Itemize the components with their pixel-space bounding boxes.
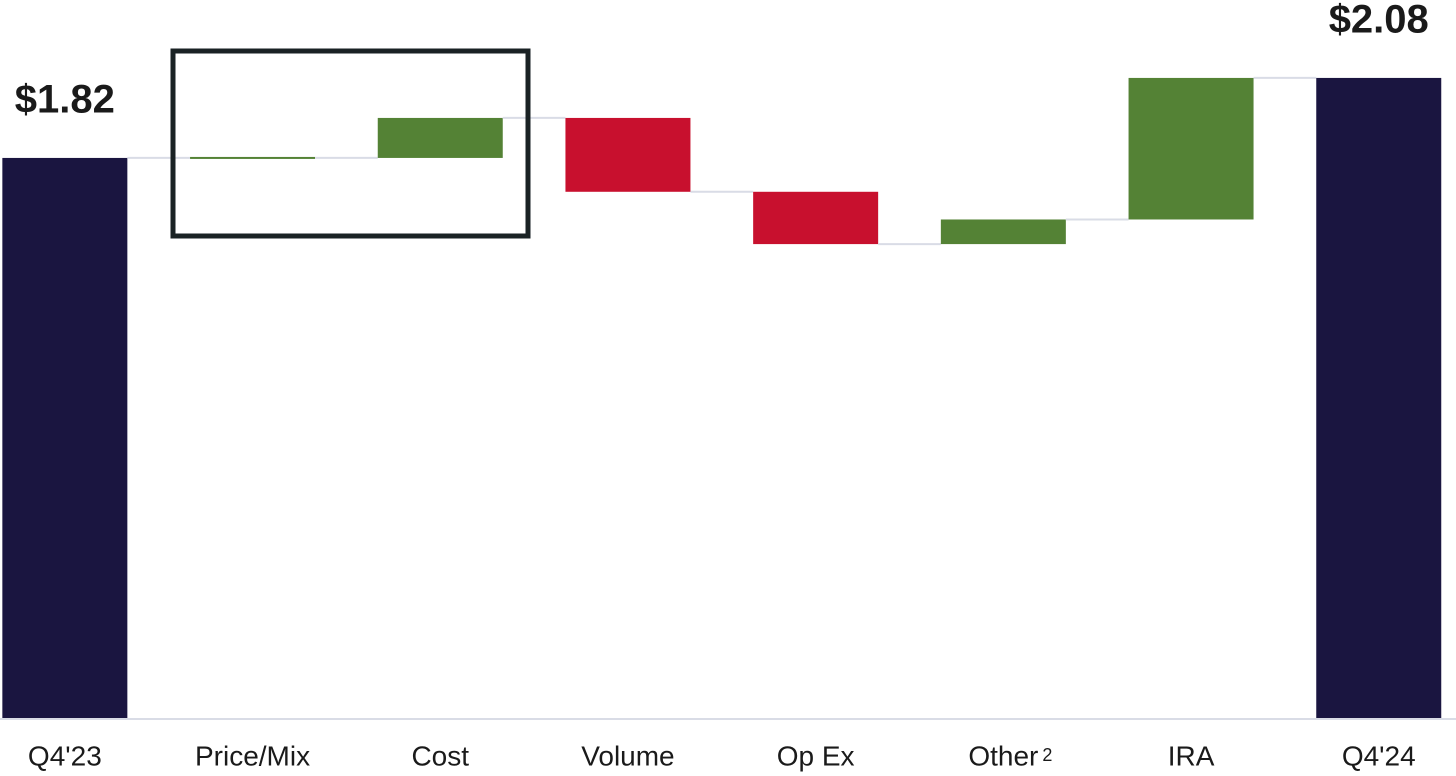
bar bbox=[190, 156, 316, 159]
bar bbox=[1316, 77, 1442, 719]
highlight-box bbox=[170, 48, 531, 239]
bar bbox=[940, 219, 1066, 245]
x-tick-label: Q4'23 bbox=[28, 740, 102, 771]
x-tick-label: Op Ex bbox=[777, 740, 855, 771]
x-tick-label: Price/Mix bbox=[195, 740, 310, 771]
footnote-marker: 2 bbox=[1042, 745, 1052, 765]
bar bbox=[753, 191, 879, 245]
bar bbox=[377, 117, 503, 158]
bar bbox=[2, 157, 128, 718]
x-tick-label: Cost bbox=[411, 740, 469, 771]
value-label: $2.08 bbox=[1329, 0, 1429, 41]
x-tick-label: IRA bbox=[1168, 740, 1215, 771]
bar bbox=[1128, 77, 1254, 220]
value-label: $1.82 bbox=[15, 77, 115, 121]
x-tick-label: Volume bbox=[581, 740, 674, 771]
x-tick-label: Other bbox=[968, 740, 1038, 771]
bar bbox=[565, 117, 691, 192]
x-tick-label: Q4'24 bbox=[1342, 740, 1416, 771]
